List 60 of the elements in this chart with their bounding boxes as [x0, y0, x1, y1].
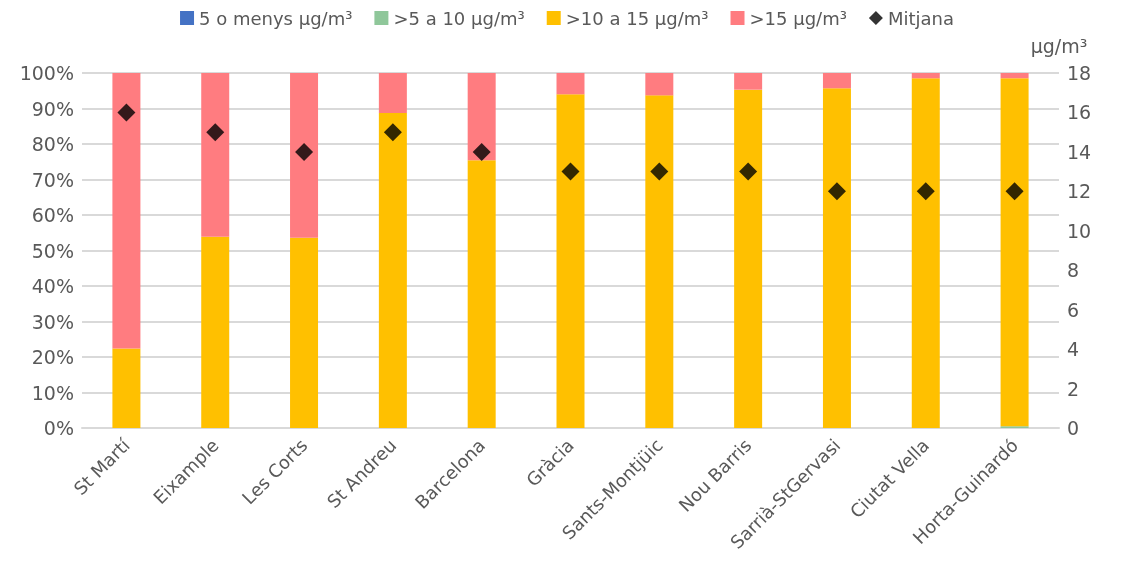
point: [1005, 182, 1024, 201]
y-tick-label: 40%: [31, 275, 74, 297]
bar: [112, 348, 141, 428]
point: [650, 162, 669, 181]
bar: [378, 113, 407, 428]
y-tick-label: 20%: [31, 346, 74, 368]
y2-tick-label: 18: [1067, 62, 1092, 84]
bar: [645, 73, 674, 96]
bar: [822, 73, 851, 89]
y2-tick-label: 10: [1067, 219, 1092, 242]
bar: [911, 73, 940, 79]
point: [295, 142, 314, 161]
y2-tick-label: 6: [1067, 298, 1080, 321]
y-tick-label: 100%: [19, 62, 74, 84]
y-tick-label: 30%: [31, 310, 74, 333]
bar: [201, 73, 230, 237]
y2-tick-label: 12: [1067, 180, 1092, 203]
point: [739, 162, 758, 181]
point: [827, 182, 846, 201]
y-tick-label: 80%: [31, 133, 74, 155]
point: [383, 123, 402, 142]
bar: [290, 73, 319, 238]
bar: [1000, 78, 1029, 427]
point: [916, 182, 935, 201]
point: [117, 103, 136, 122]
bar: [911, 78, 940, 428]
y2-axis-title: μg/m³: [1030, 34, 1088, 57]
legend-label: 5 o menys μg/m³: [199, 7, 353, 29]
y-tick-label: 70%: [31, 168, 74, 191]
y2-tick-label: 14: [1067, 140, 1092, 163]
legend-label: >10 a 15 μg/m³: [565, 7, 709, 29]
bar: [467, 160, 496, 428]
point: [472, 142, 491, 161]
y2-tick-label: 2: [1067, 377, 1080, 400]
bar: [734, 73, 763, 90]
point: [561, 162, 580, 181]
legend-label: Mitjana: [887, 7, 954, 29]
y2-tick-label: 0: [1067, 417, 1080, 439]
bar: [645, 95, 674, 428]
y-tick-label: 0%: [43, 417, 74, 439]
bar: [556, 73, 585, 95]
bar: [467, 73, 496, 161]
point: [206, 123, 225, 142]
legend-label: >15 μg/m³: [749, 7, 847, 29]
y2-tick-label: 8: [1067, 259, 1080, 282]
y-tick-label: 10%: [31, 381, 74, 404]
bar: [734, 89, 763, 428]
bar: [201, 236, 230, 428]
y-tick-label: 60%: [31, 204, 74, 226]
y2-tick-label: 16: [1067, 101, 1092, 124]
bar: [556, 94, 585, 428]
y-tick-label: 50%: [31, 239, 74, 262]
legend-label: >5 a 10 μg/m³: [393, 7, 525, 29]
bar: [1000, 73, 1029, 79]
bar: [378, 73, 407, 114]
bar: [822, 88, 851, 428]
y-tick-label: 90%: [31, 97, 74, 120]
bar: [290, 237, 319, 428]
y2-tick-label: 4: [1067, 338, 1080, 361]
bar: [112, 73, 141, 349]
